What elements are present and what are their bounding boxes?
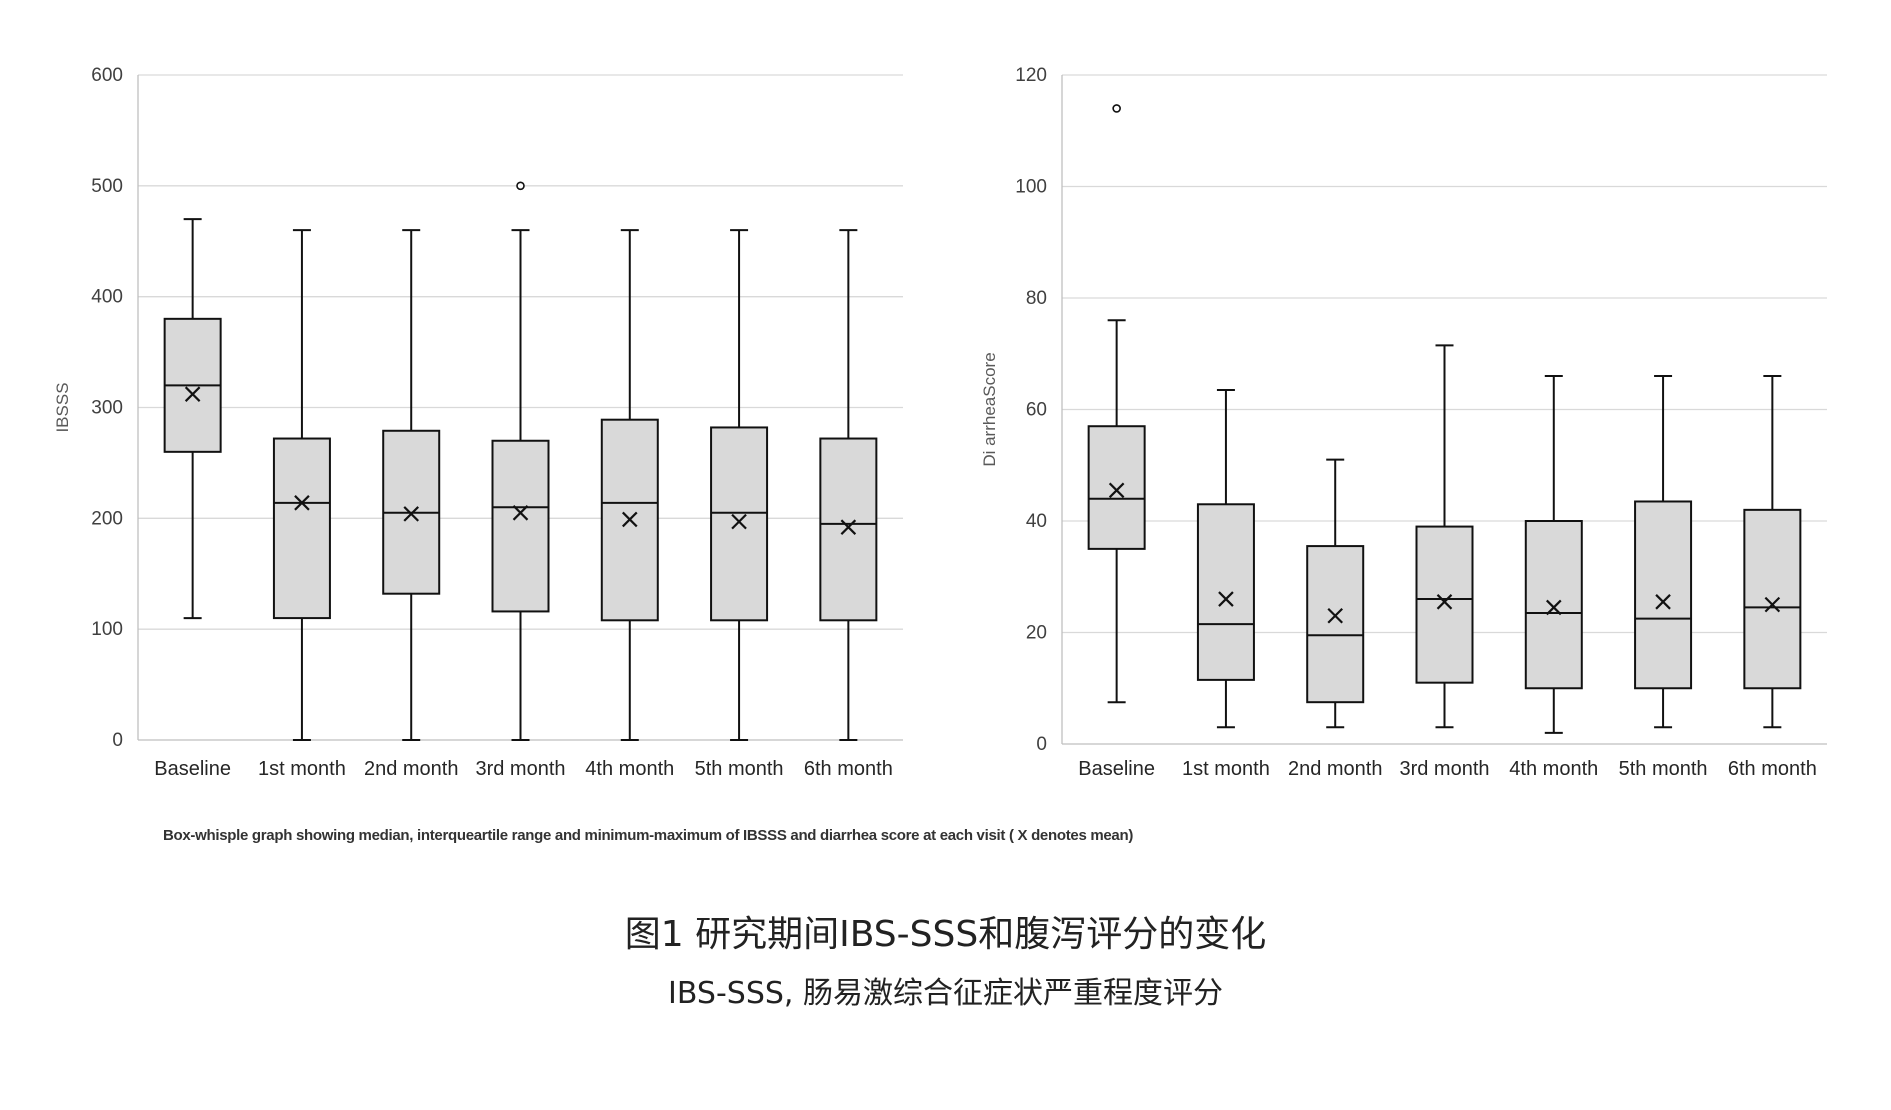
mean-marker-stroke: [184, 386, 201, 402]
mean-marker: [1655, 594, 1671, 610]
iqr-box: [1524, 520, 1583, 690]
mean-marker-stroke: [512, 505, 529, 521]
x-category-label: Baseline: [154, 758, 231, 780]
y-tick-label: 600: [91, 65, 123, 86]
y-tick-label: 120: [1015, 65, 1047, 86]
x-category-label: 2nd month: [1288, 758, 1383, 780]
outlier-point: [1112, 104, 1121, 113]
y-tick-label: 300: [91, 398, 123, 419]
y-tick-label: 0: [112, 730, 123, 751]
y-tick-label: 0: [1036, 734, 1047, 755]
mean-marker: [1436, 594, 1453, 610]
y-tick-label: 200: [91, 508, 123, 529]
mean-marker-stroke: [1218, 591, 1234, 607]
iqr-box: [1306, 545, 1365, 704]
x-category-label: 2nd month: [364, 758, 459, 780]
x-category-label: 4th month: [585, 758, 674, 780]
x-category-label: Baseline: [1078, 758, 1155, 780]
iqr-box: [1634, 500, 1693, 690]
mean-marker: [1764, 596, 1781, 613]
x-category-label: 1st month: [1182, 758, 1270, 780]
mean-marker-stroke: [731, 513, 747, 530]
mean-marker: [622, 511, 638, 528]
y-tick-label: 400: [91, 287, 123, 308]
x-category-label: 3rd month: [1399, 758, 1489, 780]
mean-marker: [184, 386, 201, 402]
iqr-box: [710, 426, 769, 622]
y-tick-label: 100: [1015, 177, 1047, 198]
mean-marker: [731, 513, 747, 530]
x-category-label: 6th month: [1728, 758, 1817, 780]
mean-marker-stroke: [1436, 594, 1453, 610]
mean-marker: [1108, 482, 1125, 499]
y-tick-label: 20: [1026, 623, 1047, 644]
mean-marker: [1327, 607, 1343, 624]
mean-marker-stroke: [840, 519, 857, 535]
mean-marker-stroke: [294, 495, 310, 511]
mean-marker: [294, 495, 310, 511]
iqr-box: [272, 437, 331, 620]
x-category-label: 1st month: [258, 758, 346, 780]
diarrhea-score-box-plot: 0 20 40 60 80 100 120 Di arrheaScore Baseline 1st…: [980, 65, 1827, 780]
figure-subtitle: IBS-SSS, 肠易激综合征症状严重程度评分: [668, 976, 1223, 1011]
x-category-label: 3rd month: [475, 758, 565, 780]
ibsss-box-plot: 0 100 200 300 400 500 600 IBSSS Baseline 1st mont…: [53, 65, 903, 780]
iqr-box: [1196, 503, 1255, 681]
y-tick-label: 100: [91, 619, 123, 640]
y-tick-label: 500: [91, 176, 123, 197]
mean-marker: [512, 505, 529, 521]
x-category-label: 6th month: [804, 758, 893, 780]
y-tick-label: 40: [1026, 511, 1047, 532]
mean-marker-stroke: [622, 511, 638, 528]
iqr-box: [819, 437, 878, 622]
y-tick-label: 80: [1026, 288, 1047, 309]
figure-caption-note: Box-whisple graph showing median, interq…: [163, 827, 1134, 844]
mean-marker-stroke: [1327, 607, 1343, 624]
mean-marker-stroke: [403, 506, 419, 522]
y-axis-title: Di arrheaScore: [980, 352, 999, 466]
mean-marker-stroke: [1655, 594, 1671, 610]
mean-marker: [1546, 599, 1562, 616]
y-axis-title: IBSSS: [53, 382, 72, 432]
iqr-box: [1743, 508, 1802, 690]
mean-marker-stroke: [1108, 482, 1125, 499]
x-category-label: 5th month: [1619, 758, 1708, 780]
figure-title: 图1 研究期间IBS-SSS和腹泻评分的变化: [624, 914, 1267, 955]
mean-marker: [1218, 591, 1234, 607]
outlier-point: [516, 181, 525, 191]
x-category-label: 4th month: [1509, 758, 1598, 780]
y-tick-label: 60: [1026, 400, 1047, 421]
mean-marker: [403, 506, 419, 522]
mean-marker-stroke: [1764, 596, 1781, 613]
iqr-box: [1415, 525, 1474, 684]
iqr-box: [600, 418, 659, 622]
mean-marker: [840, 519, 857, 535]
iqr-box: [1087, 425, 1146, 550]
x-category-label: 5th month: [695, 758, 784, 780]
iqr-box: [491, 439, 550, 613]
mean-marker-stroke: [1546, 599, 1562, 616]
